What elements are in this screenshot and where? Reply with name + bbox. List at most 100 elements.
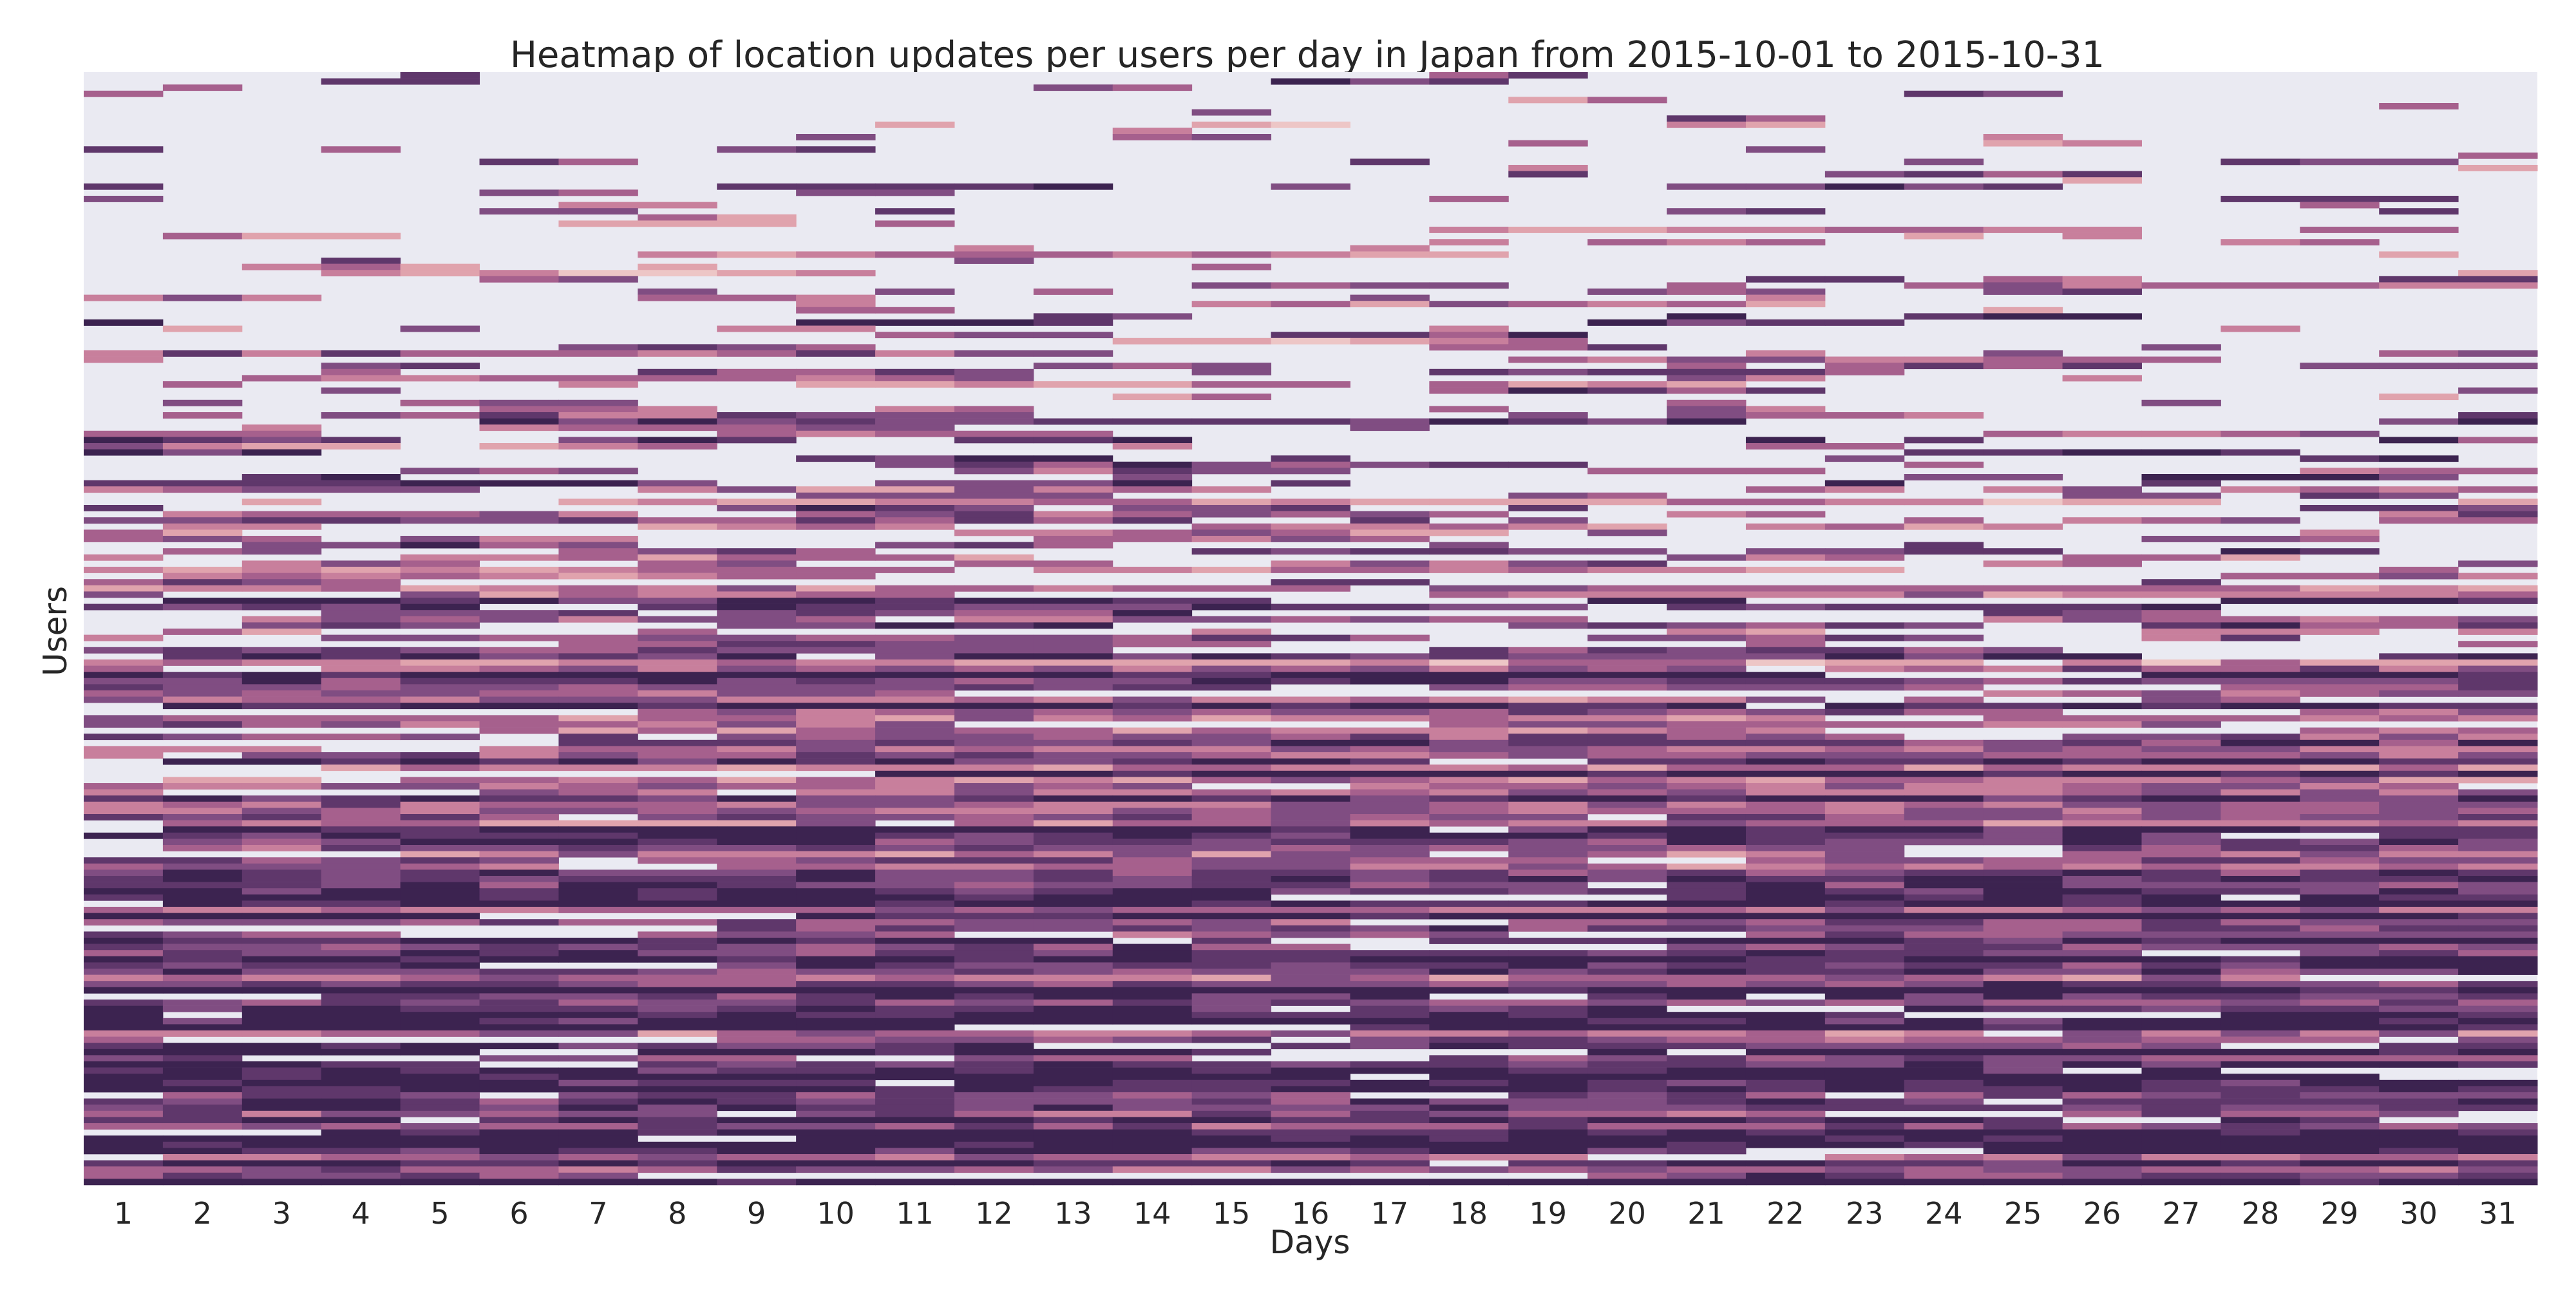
heatmap-cell [2062,962,2142,969]
heatmap-cell [1587,647,1667,654]
heatmap-cell [400,560,480,567]
heatmap-cell [1271,1098,1350,1105]
heatmap-cell [1033,1179,1113,1186]
heatmap-cell [321,1166,401,1173]
heatmap-cell [1271,746,1350,753]
heatmap-cell [717,1067,797,1074]
heatmap-cell [1191,659,1272,666]
heatmap-cell [1904,913,1984,920]
heatmap-cell [638,1030,717,1037]
heatmap-cell [479,919,559,926]
heatmap-cell [2141,925,2221,932]
heatmap-cell [1271,1018,1350,1025]
heatmap-cell [1983,795,2063,802]
heatmap-cell [1271,332,1350,339]
heatmap-cell [638,839,717,846]
heatmap-cell [1508,492,1588,499]
heatmap-cell [2221,1005,2300,1012]
heatmap-cell [1191,925,1272,932]
heatmap-cell [1033,1086,1113,1093]
heatmap-cell [875,1179,955,1186]
heatmap-cell [479,943,559,951]
heatmap-cell [1667,789,1747,796]
heatmap-cell [321,486,401,493]
heatmap-cell [954,511,1034,518]
heatmap-cell [875,1012,955,1019]
heatmap-cell [2062,703,2142,710]
heatmap-cell [321,1179,401,1186]
heatmap-cell [321,758,401,765]
heatmap-cell [479,678,559,685]
heatmap-cell [2458,1055,2538,1062]
heatmap-cell [796,1110,876,1117]
heatmap-cell [638,1110,717,1117]
heatmap-cell [1033,943,1113,951]
heatmap-cell [162,1160,243,1167]
heatmap-cell [875,1036,955,1043]
heatmap-cell [796,430,876,437]
heatmap-cell [400,1043,480,1050]
heatmap-cell [717,548,797,555]
heatmap-cell [1667,591,1747,598]
heatmap-cell [1508,919,1588,926]
heatmap-cell [2221,938,2300,944]
heatmap-cell [479,981,559,988]
heatmap-cell [558,678,638,685]
heatmap-cell [2221,789,2300,796]
heatmap-cell [1033,1067,1113,1074]
heatmap-cell [2221,548,2300,555]
heatmap-cell [1112,134,1193,140]
heatmap-cell [162,1079,243,1086]
heatmap-cell [1824,412,1905,419]
heatmap-cell [479,715,559,722]
heatmap-cell [400,777,480,784]
heatmap-cell [796,641,876,648]
heatmap-cell [2458,715,2538,722]
heatmap-cell [84,1055,164,1062]
heatmap-cell [558,888,638,895]
heatmap-cell [2221,715,2300,722]
heatmap-cell [558,1135,638,1143]
heatmap-cell [1745,289,1826,295]
heatmap-cell [242,1160,322,1167]
heatmap-cell [2458,1048,2538,1056]
heatmap-cell [796,777,876,784]
heatmap-cell [1745,913,1826,920]
heatmap-cell [2379,727,2459,734]
heatmap-cell [2300,598,2380,604]
heatmap-cell [717,1079,797,1086]
heatmap-cell [1271,1117,1350,1124]
heatmap-cell [1745,1110,1826,1117]
heatmap-cell [1271,734,1350,741]
heatmap-cell [1824,1105,1905,1112]
heatmap-cell [84,1043,164,1050]
heatmap-cell [2221,598,2300,604]
heatmap-cell [2221,931,2300,938]
heatmap-cell [2062,739,2142,746]
heatmap-cell [796,876,876,882]
heatmap-cell [400,826,480,833]
heatmap-cell [1745,969,1826,975]
heatmap-cell [162,869,243,877]
heatmap-cell [2141,752,2221,759]
heatmap-cell [2141,1179,2221,1186]
heatmap-cell [1508,344,1588,351]
heatmap-cell [796,950,876,957]
heatmap-cell [400,758,480,765]
heatmap-cell [875,734,955,741]
heatmap-cell [2379,591,2459,598]
heatmap-cell [479,598,559,604]
heatmap-cell [321,894,401,901]
heatmap-cell [1033,1048,1113,1056]
heatmap-cell [162,943,243,951]
heatmap-cell [242,1172,322,1179]
heatmap-cell [1745,876,1826,882]
heatmap-cell [1667,585,1747,592]
heatmap-cell [2300,629,2380,635]
heatmap-cell [1745,869,1826,877]
heatmap-cell [1745,746,1826,753]
heatmap-cell [1350,734,1430,741]
heatmap-cell [1824,900,1905,907]
heatmap-cell [1271,943,1350,951]
heatmap-cell [1667,598,1747,604]
